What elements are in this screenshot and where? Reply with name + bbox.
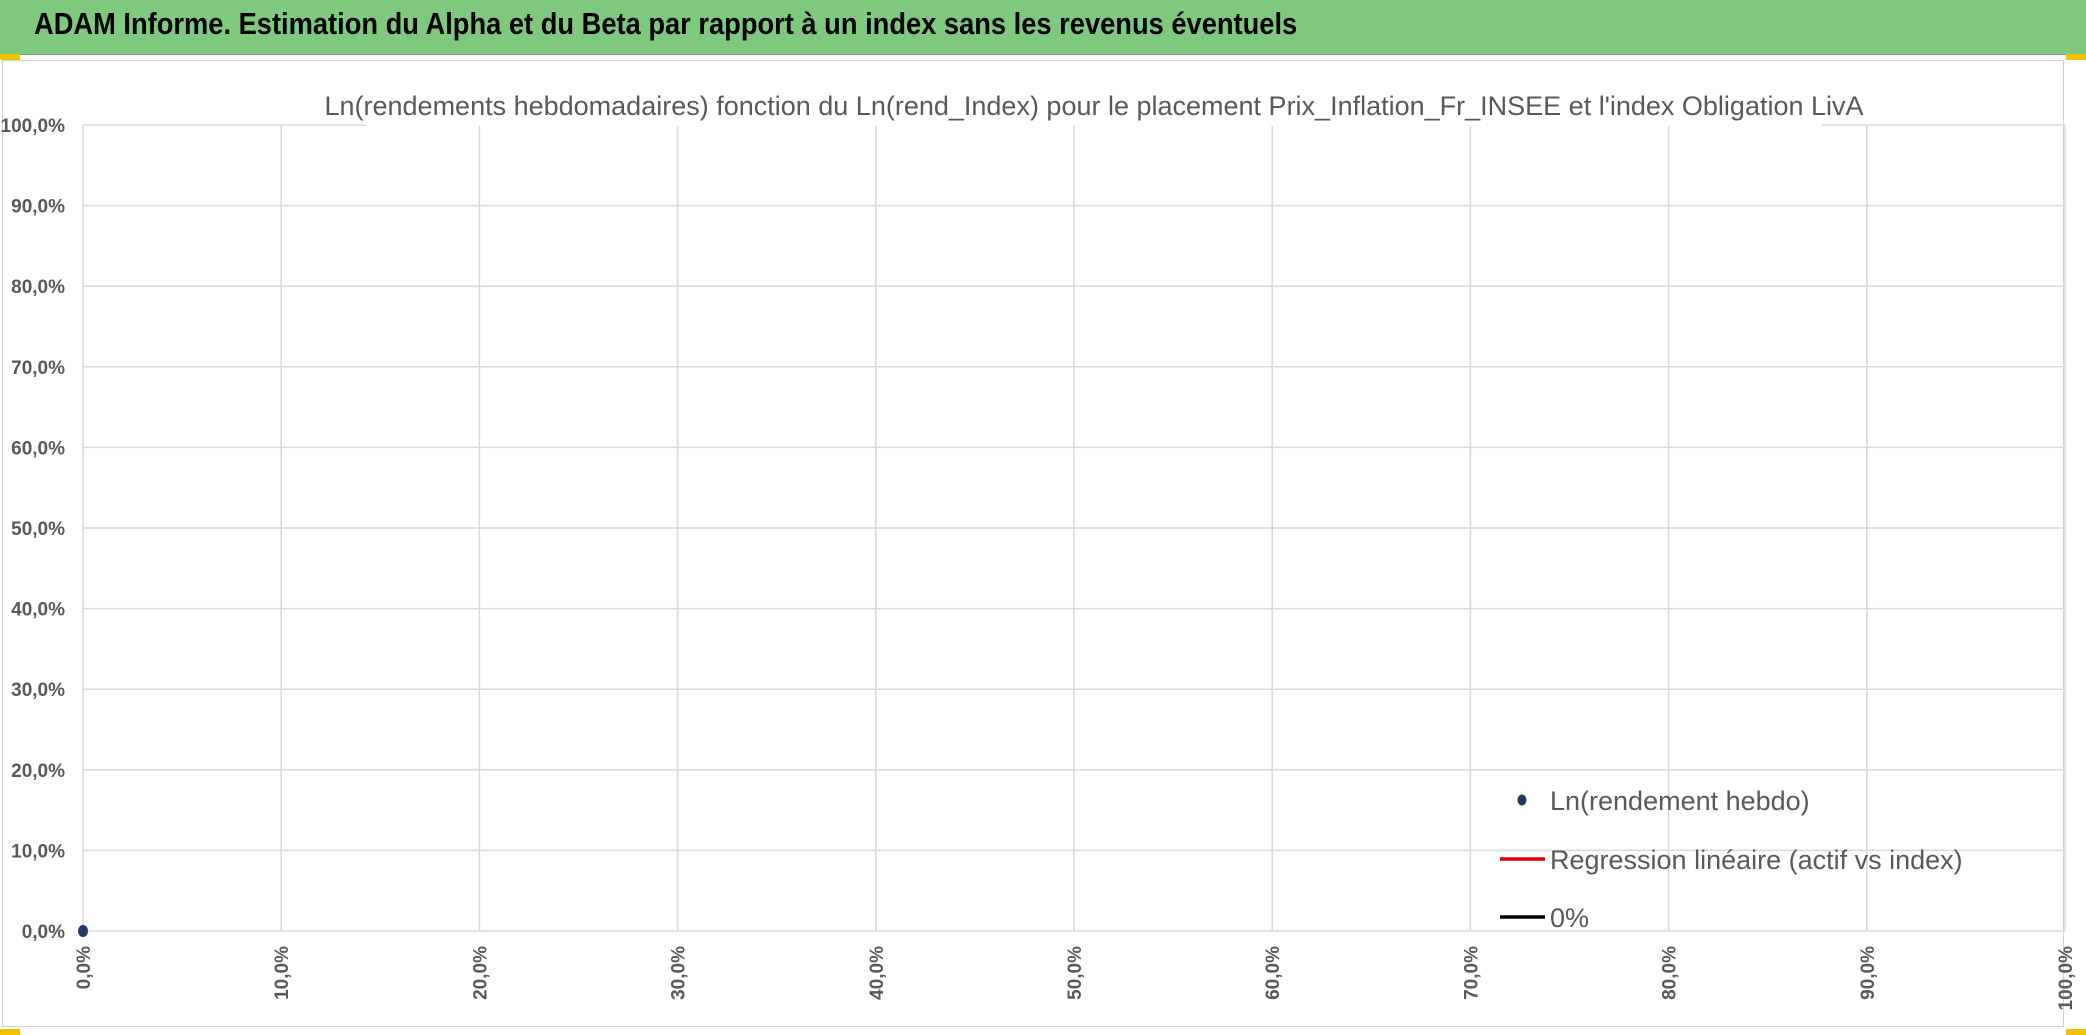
grid-lines bbox=[82, 124, 2066, 932]
x-tick-label: 90,0% bbox=[1858, 946, 1879, 1000]
legend-label: Regression linéaire (actif vs index) bbox=[1550, 845, 1963, 875]
y-tick-label: 100,0% bbox=[1, 116, 66, 137]
y-tick-label: 10,0% bbox=[11, 841, 65, 862]
corner-marker-top-right bbox=[2066, 54, 2086, 60]
y-tick-label: 50,0% bbox=[11, 519, 65, 540]
y-tick-label: 0,0% bbox=[22, 922, 65, 943]
corner-marker-bottom-left bbox=[0, 1029, 20, 1035]
chart-title: Ln(rendements hebdomadaires) fonction du… bbox=[324, 91, 1863, 121]
chart-title-background bbox=[366, 88, 1822, 126]
x-tick-label: 40,0% bbox=[867, 946, 888, 1000]
x-tick-label: 60,0% bbox=[1263, 946, 1284, 1000]
chart-frame bbox=[2, 60, 2064, 1027]
report-banner: ADAM Informe. Estimation du Alpha et du … bbox=[0, 0, 2086, 55]
corner-marker-top-left bbox=[0, 54, 20, 60]
y-tick-label: 20,0% bbox=[11, 761, 65, 782]
data-points bbox=[78, 925, 88, 937]
x-tick-label: 70,0% bbox=[1461, 946, 1482, 1000]
y-tick-label: 30,0% bbox=[11, 680, 65, 701]
legend-marker-point bbox=[1517, 794, 1527, 806]
y-tick-label: 90,0% bbox=[11, 197, 65, 218]
x-tick-label: 0,0% bbox=[74, 946, 95, 989]
legend: Ln(rendement hebdo) Regression linéaire (… bbox=[1500, 786, 1963, 933]
x-tick-label: 20,0% bbox=[470, 946, 491, 1000]
x-tick-labels: 0,0% 10,0% 20,0% 30,0% 40,0% 50,0% 60,0% 70,0% 8… bbox=[74, 946, 2077, 1011]
legend-label: Ln(rendement hebdo) bbox=[1550, 786, 1810, 816]
y-tick-label: 70,0% bbox=[11, 358, 65, 379]
report-title: ADAM Informe. Estimation du Alpha et du … bbox=[34, 6, 1298, 41]
y-tick-label: 80,0% bbox=[11, 277, 65, 298]
y-tick-labels: 0,0% 10,0% 20,0% 30,0% 40,0% 50,0% 60,0% 70,0% 8… bbox=[1, 116, 66, 943]
y-tick-label: 60,0% bbox=[11, 438, 65, 459]
corner-marker-bottom-right bbox=[2066, 1029, 2086, 1035]
x-tick-label: 10,0% bbox=[272, 946, 293, 1000]
data-point bbox=[78, 925, 88, 937]
x-tick-label: 50,0% bbox=[1065, 946, 1086, 1000]
x-tick-label: 80,0% bbox=[1660, 946, 1681, 1000]
x-tick-label: 100,0% bbox=[2056, 946, 2077, 1011]
x-tick-label: 30,0% bbox=[669, 946, 690, 1000]
legend-label: 0% bbox=[1550, 903, 1589, 933]
y-tick-label: 40,0% bbox=[11, 600, 65, 621]
